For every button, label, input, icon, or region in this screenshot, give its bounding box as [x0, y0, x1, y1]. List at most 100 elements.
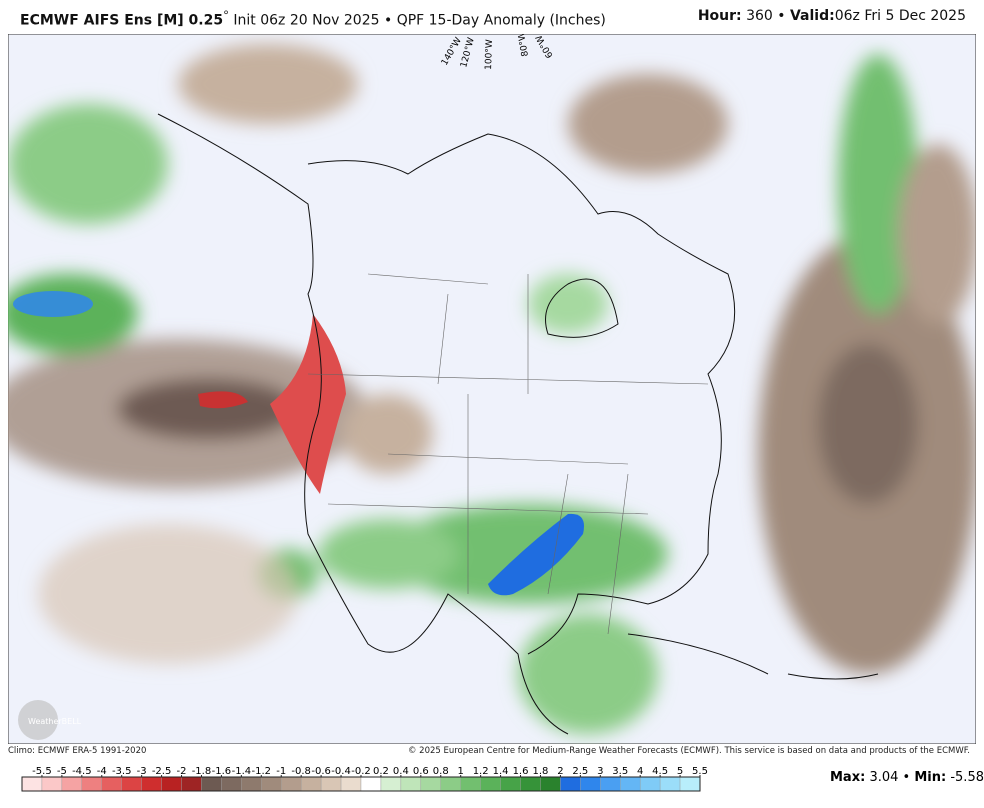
colorbar-label: -1.8 [192, 766, 212, 777]
product: QPF 15-Day Anomaly (Inches) [396, 12, 606, 29]
colorbar-label: -5.5 [32, 766, 52, 777]
colorbar-box [659, 776, 681, 792]
borders [307, 273, 709, 635]
colorbar-label: 1.8 [533, 766, 549, 777]
colorbar-box [320, 776, 342, 792]
watermark: WeatherBELL [28, 717, 82, 726]
red-area [270, 314, 346, 494]
colorbar-label: 1.2 [473, 766, 489, 777]
colorbar-label: 3.5 [612, 766, 628, 777]
colorbar-label: 2.5 [572, 766, 588, 777]
colorbar-box [440, 776, 461, 792]
colorbar-box [620, 776, 641, 792]
colorbar-box [181, 776, 202, 792]
valid-label: Valid: [789, 8, 835, 24]
blue-area [488, 513, 584, 596]
colorbar-box [21, 776, 43, 792]
colorbar-box [340, 776, 362, 792]
colorbar-label: 1 [458, 766, 464, 777]
max-label: Max: [830, 770, 866, 785]
colorbar-label: -0.4 [331, 766, 351, 777]
colorbar-label: -1.4 [232, 766, 252, 777]
colorbar-box [600, 776, 621, 792]
colorbar-box [101, 776, 122, 792]
colorbar-label: -5 [57, 766, 67, 777]
colorbar-box [480, 776, 501, 792]
colorbar-label: 1.6 [513, 766, 529, 777]
colorbar-label: -4 [97, 766, 107, 777]
degree: ° [223, 8, 229, 22]
colorbar-label: 5 [677, 766, 683, 777]
min: -5.58 [950, 770, 984, 785]
colorbar-label: -3.5 [112, 766, 132, 777]
colorbar-label: 4.5 [652, 766, 668, 777]
climo: Climo: ECMWF ERA-5 1991-2020 [8, 746, 147, 756]
coastlines [157, 113, 879, 735]
colorbar-label: 0.8 [433, 766, 449, 777]
colorbar-label: -2 [177, 766, 187, 777]
lon-label: 80°W [517, 34, 531, 57]
colorbar-box [241, 776, 262, 792]
colorbar-label: -3 [137, 766, 147, 777]
colorbar-label: -0.2 [351, 766, 371, 777]
anomaly-field [8, 44, 976, 734]
max: 3.04 [869, 770, 899, 785]
colorbar-label: -1.6 [212, 766, 232, 777]
colorbar-box [560, 776, 581, 792]
colorbar: -5.5 -5 -4.5 -4 -3.5 -3 -2.5 -2 -1.8 -1.6 -1.4 -1.2… [21, 766, 708, 792]
stats: Max: 3.04 • Min: -5.58 [830, 770, 984, 785]
colorbar-box [41, 776, 63, 792]
colorbar-label: 0.6 [413, 766, 429, 777]
colorbar-box [221, 776, 242, 792]
colorbar-label: -0.8 [291, 766, 311, 777]
colorbar-box [141, 776, 162, 792]
colorbar-box [300, 776, 322, 792]
min-label: Min: [914, 770, 947, 785]
colorbar-box [281, 776, 302, 792]
colorbar-box [639, 776, 661, 792]
title: ECMWF AIFS Ens [M] 0.25 [20, 12, 224, 29]
watermark-logo [18, 700, 58, 740]
init: Init 06z 20 Nov 2025 [233, 12, 380, 29]
colorbar-box [121, 776, 142, 792]
colorbar-box [500, 776, 521, 792]
colorbar-box [520, 776, 541, 792]
colorbar-box [540, 776, 561, 792]
colorbar-box [420, 776, 441, 792]
colorbar-label: -2.5 [152, 766, 172, 777]
colorbar-label: 1.4 [493, 766, 509, 777]
blue-area [13, 291, 93, 317]
header-left: ECMWF AIFS Ens [M] 0.25° Init 06z 20 Nov… [20, 8, 606, 29]
colorbar-box [161, 776, 182, 792]
colorbar-box [61, 776, 83, 792]
copyright: © 2025 European Centre for Medium-Range … [407, 746, 970, 756]
colorbar-label: 5.5 [692, 766, 708, 777]
map: 140°W 120°W 100°W 80°W 60°W WeatherBELL [8, 34, 976, 744]
colorbar-box [380, 776, 402, 792]
colorbar-box [201, 776, 222, 792]
red-area [198, 391, 248, 409]
sep: • [902, 770, 911, 785]
header-right: Hour: 360 • Valid:06z Fri 5 Dec 2025 [698, 8, 966, 24]
colorbar-label: 4 [637, 766, 643, 777]
colorbar-label: -4.5 [72, 766, 92, 777]
colorbar-label: 3 [597, 766, 603, 777]
colorbar-label: -0.6 [311, 766, 331, 777]
hour: 360 [746, 8, 773, 24]
valid: 06z Fri 5 Dec 2025 [834, 8, 966, 24]
sep: • [777, 8, 786, 24]
colorbar-box [360, 776, 382, 792]
colorbar-label: 0.4 [393, 766, 409, 777]
colorbar-box [460, 776, 481, 792]
colorbar-label: -1.2 [252, 766, 272, 777]
colorbar-box [261, 776, 282, 792]
colorbar-box [400, 776, 422, 792]
colorbar-box [679, 776, 701, 792]
sep: • [383, 12, 393, 29]
colorbar-box [580, 776, 601, 792]
colorbar-label: -1 [276, 766, 286, 777]
colorbar-label: 2 [557, 766, 563, 777]
lon-label: 100°W [484, 39, 495, 70]
colorbar-box [81, 776, 102, 792]
